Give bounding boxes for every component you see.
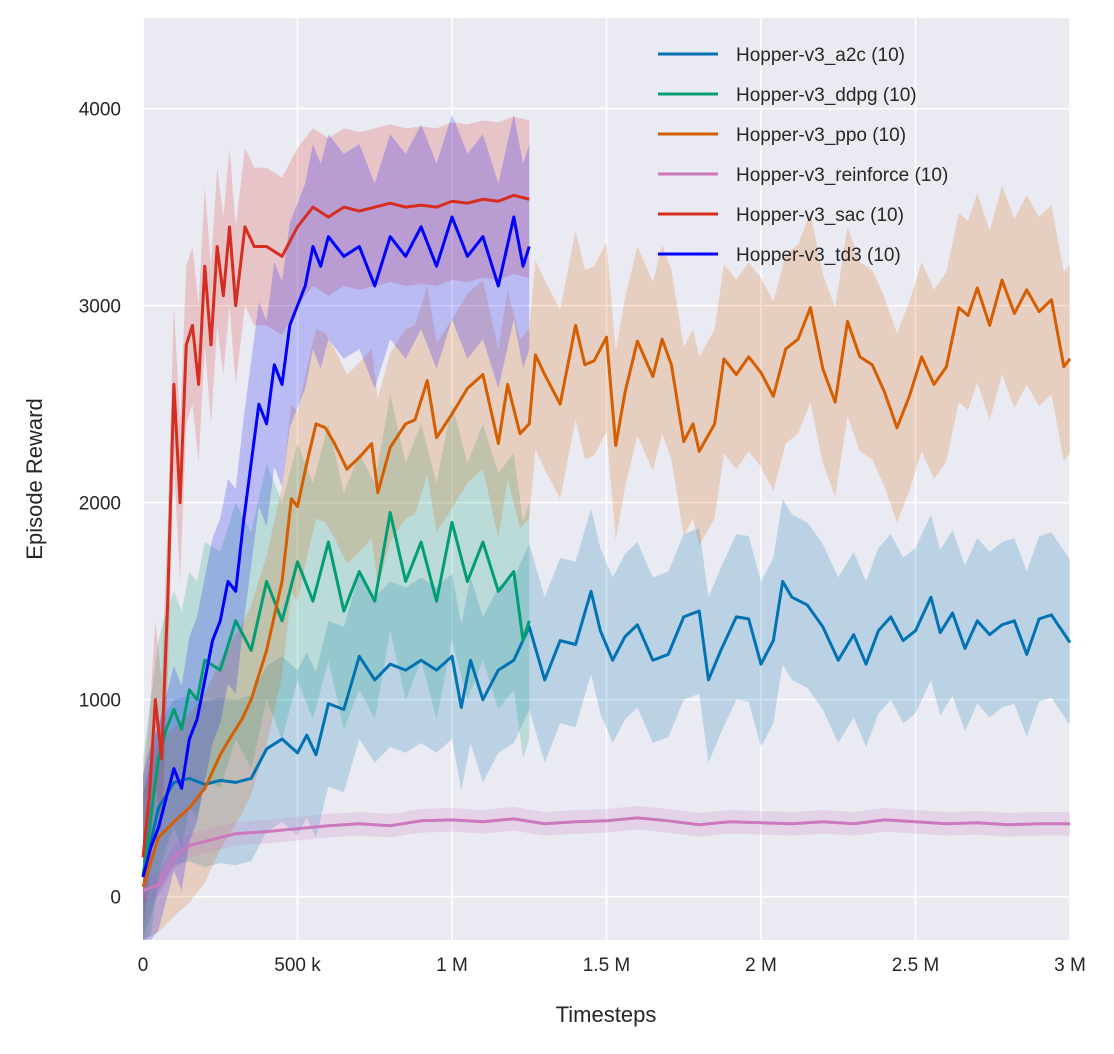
y-tick-label: 1000 bbox=[79, 691, 121, 712]
x-tick-label: 1.5 M bbox=[583, 955, 631, 976]
y-tick-label: 3000 bbox=[79, 297, 121, 318]
y-tick-label: 0 bbox=[110, 888, 121, 909]
series-line bbox=[141, 215, 531, 878]
x-tick-label: 1 M bbox=[436, 955, 468, 976]
series-line bbox=[141, 579, 1072, 878]
grid bbox=[142, 18, 1071, 940]
y-tick-labels: 0 1000 2000 3000 4000 bbox=[79, 100, 121, 909]
y-tick-label: 4000 bbox=[79, 100, 121, 121]
y-axis-label: Episode Reward bbox=[22, 398, 47, 559]
legend: Hopper-v3_a2c (10) Hopper-v3_ddpg (10) Hop… bbox=[658, 45, 948, 266]
x-tick-label: 500 k bbox=[274, 955, 321, 976]
legend-entry: Hopper-v3_ppo (10) bbox=[736, 125, 906, 146]
series-line bbox=[141, 278, 1072, 888]
x-tick-label: 2 M bbox=[745, 955, 777, 976]
legend-entry: Hopper-v3_ddpg (10) bbox=[736, 85, 917, 106]
series-lines bbox=[141, 193, 1072, 893]
y-tick-label: 2000 bbox=[79, 494, 121, 515]
confidence-band bbox=[143, 114, 530, 941]
x-tick-label: 3 M bbox=[1054, 955, 1086, 976]
series-line bbox=[141, 193, 530, 858]
series-line bbox=[141, 510, 531, 878]
legend-entry: Hopper-v3_sac (10) bbox=[736, 205, 904, 226]
confidence-band bbox=[143, 498, 1070, 940]
x-tick-label: 2.5 M bbox=[892, 955, 940, 976]
x-tick-labels: 0 500 k 1 M 1.5 M 2 M 2.5 M 3 M bbox=[138, 955, 1086, 976]
confidence-band bbox=[143, 806, 1070, 903]
legend-entry: Hopper-v3_td3 (10) bbox=[736, 245, 901, 266]
legend-entry: Hopper-v3_reinforce (10) bbox=[736, 165, 948, 186]
series-line bbox=[142, 816, 1070, 893]
confidence-band bbox=[143, 116, 530, 937]
x-tick-label: 0 bbox=[138, 955, 149, 976]
legend-entry: Hopper-v3_a2c (10) bbox=[736, 45, 905, 66]
confidence-band bbox=[143, 394, 530, 940]
x-axis-label: Timesteps bbox=[556, 1002, 657, 1027]
